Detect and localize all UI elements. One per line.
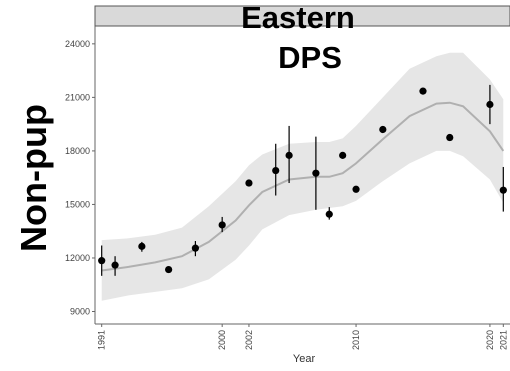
- data-point-1991: [98, 257, 106, 265]
- data-point-1994: [138, 242, 146, 250]
- y-tick-label-12000: 12000: [65, 253, 90, 263]
- chart-title-line1: Eastern: [241, 0, 355, 35]
- data-point-2015: [419, 87, 427, 95]
- y-tick-label-24000: 24000: [65, 39, 90, 49]
- confidence-band: [101, 52, 504, 301]
- data-points-layer: [98, 84, 507, 276]
- data-point-1998: [191, 244, 200, 252]
- data-point-2012: [379, 125, 387, 134]
- data-point-2009: [339, 151, 347, 159]
- y-tick-label-21000: 21000: [65, 92, 90, 102]
- data-point-2017: [446, 133, 454, 142]
- confidence-band-layer: [101, 52, 504, 301]
- chart-title-line2: DPS: [278, 40, 342, 75]
- data-point-2008: [325, 210, 333, 218]
- data-point-2010: [352, 185, 360, 193]
- data-point-2007: [312, 169, 320, 177]
- data-point-2005: [285, 151, 293, 159]
- data-point-2002: [245, 179, 253, 187]
- x-tick-label-2000: 2000: [217, 330, 227, 350]
- data-point-2020: [486, 100, 494, 109]
- x-tick-label-2021: 2021: [498, 330, 508, 350]
- y-tick-label-9000: 9000: [70, 307, 90, 317]
- y-ticks-layer: 9000 12000 15000 18000 21000 24000: [65, 39, 95, 317]
- trend-line-layer: [101, 101, 505, 272]
- data-point-2004: [272, 166, 280, 175]
- trend-line: [101, 101, 505, 272]
- y-tick-label-15000: 15000: [65, 199, 90, 209]
- data-point-1996: [165, 265, 173, 274]
- data-point-2021: [499, 186, 507, 194]
- facet-strip: [94, 5, 510, 27]
- x-tick-label-1991: 1991: [97, 330, 107, 350]
- y-tick-label-18000: 18000: [65, 146, 90, 156]
- x-tick-label-2002: 2002: [244, 330, 254, 350]
- y-axis-label: Non-pup: [13, 104, 54, 252]
- x-tick-label-2020: 2020: [485, 330, 495, 350]
- x-axis-label: Year: [293, 353, 316, 365]
- data-point-2000: [218, 221, 226, 229]
- x-ticks-layer: 1991 2000 2002 2010 2020 2021: [97, 324, 508, 350]
- x-tick-label-2010: 2010: [351, 330, 361, 350]
- data-point-1992: [111, 261, 119, 269]
